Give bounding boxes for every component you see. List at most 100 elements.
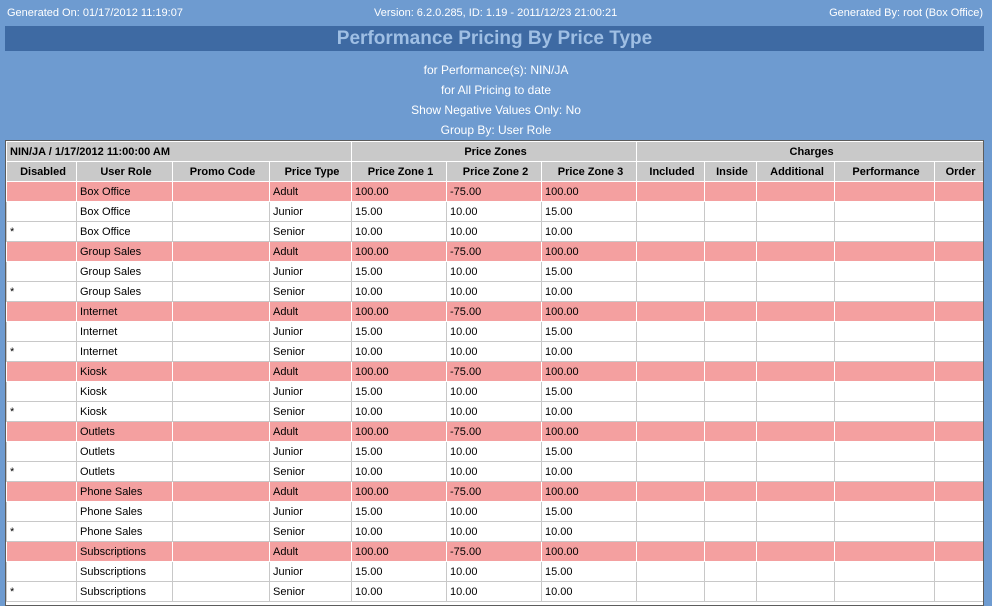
cell-additional — [756, 561, 836, 582]
table-row: Subscriptions Junior 15.00 10.00 15.00 — [6, 561, 983, 582]
cell-price-zone-1: 15.00 — [351, 501, 447, 522]
cell-promo-code — [172, 281, 270, 302]
cell-additional — [756, 501, 836, 522]
cell-price-zone-1: 10.00 — [351, 461, 447, 482]
cell-promo-code — [172, 381, 270, 402]
cell-promo-code — [172, 321, 270, 342]
cell-price-zone-3: 100.00 — [540, 541, 638, 562]
cell-user-role: Kiosk — [76, 381, 173, 402]
cell-order — [934, 341, 983, 362]
cell-user-role: Phone Sales — [76, 481, 173, 502]
cell-price-type: Junior — [269, 321, 352, 342]
cell-price-zone-3: 10.00 — [540, 281, 638, 302]
table-row: Phone Sales Junior 15.00 10.00 15.00 — [6, 501, 983, 522]
version-info: Version: 6.2.0.285, ID: 1.19 - 2011/12/2… — [374, 7, 618, 19]
cell-price-type: Adult — [269, 181, 352, 202]
table-row: * Internet Senior 10.00 10.00 10.00 — [6, 341, 983, 362]
cell-price-zone-3: 100.00 — [540, 421, 638, 442]
cell-disabled — [6, 181, 77, 202]
cell-price-type: Adult — [269, 301, 352, 322]
cell-performance — [834, 361, 936, 382]
pricing-table: NIN/JA / 1/17/2012 11:00:00 AM Price Zon… — [6, 141, 983, 602]
cell-order — [934, 381, 983, 402]
col-performance: Performance — [834, 161, 936, 182]
cell-price-type: Adult — [269, 481, 352, 502]
cell-disabled: * — [6, 221, 77, 242]
cell-included — [636, 441, 706, 462]
col-promo-code: Promo Code — [172, 161, 270, 182]
cell-price-type: Senior — [269, 581, 352, 602]
cell-inside — [704, 461, 758, 482]
cell-performance — [834, 181, 936, 202]
cell-promo-code — [172, 421, 270, 442]
table-row: * Outlets Senior 10.00 10.00 10.00 — [6, 461, 983, 482]
cell-disabled: * — [6, 581, 77, 602]
cell-promo-code — [172, 441, 270, 462]
cell-price-zone-1: 15.00 — [351, 381, 447, 402]
cell-price-type: Junior — [269, 201, 352, 222]
cell-user-role: Subscriptions — [76, 581, 173, 602]
col-user-role: User Role — [76, 161, 173, 182]
cell-performance — [834, 581, 936, 602]
table-row: Group Sales Adult 100.00 -75.00 100.00 — [6, 241, 983, 262]
cell-price-zone-2: 10.00 — [446, 521, 542, 542]
cell-price-zone-3: 15.00 — [540, 441, 638, 462]
col-inside: Inside — [704, 161, 758, 182]
cell-order — [934, 481, 983, 502]
table-row: * Kiosk Senior 10.00 10.00 10.00 — [6, 401, 983, 422]
cell-included — [636, 581, 706, 602]
cell-order — [934, 201, 983, 222]
cell-price-zone-1: 100.00 — [351, 301, 447, 322]
cell-price-type: Adult — [269, 241, 352, 262]
cell-price-zone-3: 10.00 — [540, 581, 638, 602]
cell-additional — [756, 321, 836, 342]
cell-performance — [834, 541, 936, 562]
cell-price-zone-1: 100.00 — [351, 421, 447, 442]
cell-user-role: Box Office — [76, 201, 173, 222]
table-row: Internet Adult 100.00 -75.00 100.00 — [6, 301, 983, 322]
generated-on: Generated On: 01/17/2012 11:19:07 — [7, 7, 183, 19]
cell-included — [636, 421, 706, 442]
cell-user-role: Outlets — [76, 461, 173, 482]
cell-performance — [834, 401, 936, 422]
cell-order — [934, 441, 983, 462]
cell-price-zone-3: 10.00 — [540, 461, 638, 482]
cell-user-role: Group Sales — [76, 241, 173, 262]
cell-price-type: Junior — [269, 261, 352, 282]
cell-performance — [834, 481, 936, 502]
cell-additional — [756, 381, 836, 402]
cell-promo-code — [172, 481, 270, 502]
cell-inside — [704, 521, 758, 542]
cell-price-zone-3: 10.00 — [540, 521, 638, 542]
cell-included — [636, 381, 706, 402]
cell-additional — [756, 241, 836, 262]
cell-price-zone-2: 10.00 — [446, 221, 542, 242]
cell-included — [636, 261, 706, 282]
cell-price-zone-3: 15.00 — [540, 381, 638, 402]
cell-price-type: Adult — [269, 421, 352, 442]
cell-price-zone-2: 10.00 — [446, 281, 542, 302]
cell-additional — [756, 541, 836, 562]
cell-inside — [704, 241, 758, 262]
cell-inside — [704, 341, 758, 362]
table-group-header-row: NIN/JA / 1/17/2012 11:00:00 AM Price Zon… — [6, 141, 983, 162]
cell-inside — [704, 301, 758, 322]
cell-disabled — [6, 421, 77, 442]
cell-disabled: * — [6, 341, 77, 362]
cell-user-role: Internet — [76, 341, 173, 362]
cell-user-role: Phone Sales — [76, 501, 173, 522]
cell-price-zone-1: 10.00 — [351, 581, 447, 602]
cell-price-type: Junior — [269, 561, 352, 582]
cell-price-zone-3: 15.00 — [540, 561, 638, 582]
cell-user-role: Internet — [76, 321, 173, 342]
cell-price-zone-3: 10.00 — [540, 341, 638, 362]
cell-price-zone-1: 100.00 — [351, 181, 447, 202]
cell-performance — [834, 281, 936, 302]
report-parameters: for Performance(s): NIN/JA for All Prici… — [0, 60, 992, 140]
table-row: Internet Junior 15.00 10.00 15.00 — [6, 321, 983, 342]
cell-promo-code — [172, 261, 270, 282]
table-row: Kiosk Junior 15.00 10.00 15.00 — [6, 381, 983, 402]
cell-user-role: Subscriptions — [76, 561, 173, 582]
cell-included — [636, 321, 706, 342]
table-column-header-row: Disabled User Role Promo Code Price Type… — [6, 161, 983, 182]
